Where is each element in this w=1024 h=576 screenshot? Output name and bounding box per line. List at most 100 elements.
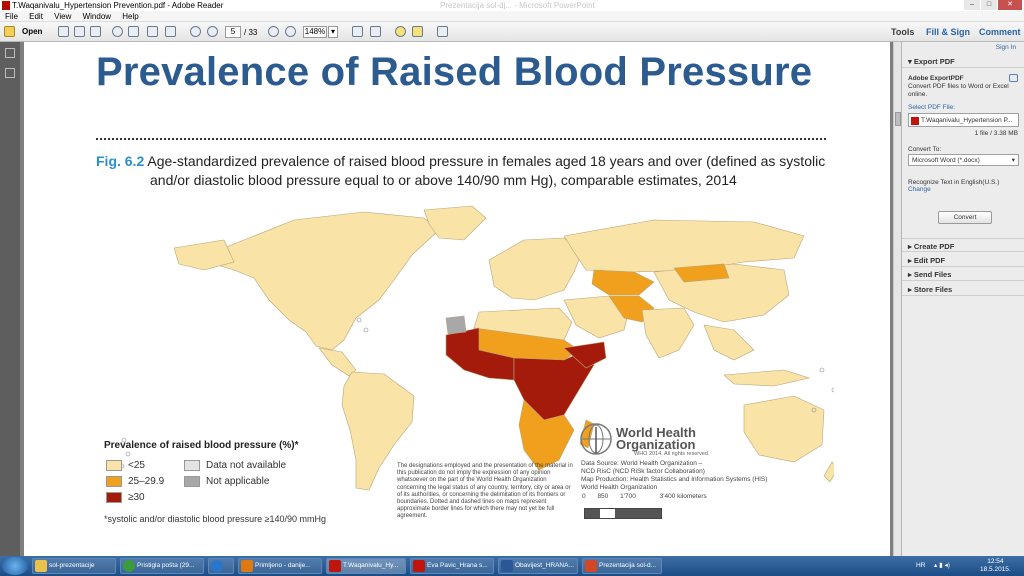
- comment-tab[interactable]: Comment: [979, 27, 1021, 37]
- taskbar-item-powerpoint[interactable]: Prezentacija sol-d...: [582, 558, 662, 574]
- map-horn-of-africa: [563, 341, 607, 369]
- adobe-exportpdf-label: Adobe ExportPDF: [908, 75, 964, 82]
- previous-page-icon[interactable]: [190, 26, 201, 37]
- send-files-label: Send Files: [913, 270, 952, 279]
- pdf-icon: [413, 560, 425, 572]
- menu-file[interactable]: File: [5, 12, 18, 21]
- clock-time: 12:54: [987, 558, 1004, 565]
- zoom-in-icon[interactable]: [285, 26, 296, 37]
- chevron-down-icon: ▾: [908, 57, 912, 66]
- legend-swatch-not-available: [184, 460, 200, 471]
- caption-line-1: Age-standardized prevalence of raised bl…: [147, 153, 826, 169]
- cloud-icon[interactable]: [112, 26, 123, 37]
- start-button[interactable]: [2, 557, 28, 575]
- clock[interactable]: 12:54 18.5.2015.: [980, 558, 1011, 574]
- language-indicator[interactable]: HR: [916, 562, 926, 569]
- map-southern-africa: [518, 399, 575, 471]
- taskbar-item-sol-prezentacije[interactable]: sol-prezentacije: [32, 558, 116, 574]
- change-link[interactable]: Change: [908, 186, 931, 193]
- taskbar-item-eva-pavic-pdf[interactable]: Eva Pavic_Hrana s...: [410, 558, 494, 574]
- attachments-icon[interactable]: [5, 68, 15, 78]
- footnote: *systolic and/or diastolic blood pressur…: [104, 514, 327, 524]
- fit-page-icon[interactable]: [370, 26, 381, 37]
- scale-label-0: 0: [582, 493, 586, 500]
- data-source-line-2: NCD RisC (NCD RiSk factor Collaboration): [581, 468, 705, 475]
- tray-icons[interactable]: ▴ ▮ ◂): [934, 562, 950, 569]
- data-source-line-1: Data Source: World Health Organization –: [581, 460, 703, 467]
- convert-button[interactable]: Convert: [938, 211, 992, 224]
- save-icon[interactable]: [128, 26, 139, 37]
- create-pdf-section[interactable]: ▸ Create PDF: [902, 238, 1024, 252]
- zoom-input[interactable]: 148%: [303, 26, 327, 38]
- fill-sign-tab[interactable]: Fill & Sign: [926, 27, 970, 37]
- who-copyright: WHO 2014. All rights reserved.: [634, 451, 710, 457]
- menu-edit[interactable]: Edit: [29, 12, 43, 21]
- vertical-scrollbar[interactable]: [893, 42, 901, 556]
- minimize-button[interactable]: –: [964, 0, 980, 10]
- sticky-note-icon[interactable]: [395, 26, 406, 37]
- selected-file-field[interactable]: T.Waqanivalu_Hypertension P...: [908, 113, 1019, 127]
- next-page-icon[interactable]: [207, 26, 218, 37]
- scale-label-850: 850: [597, 493, 609, 500]
- map-north-asia: [563, 219, 805, 273]
- zoom-dropdown-icon[interactable]: ▾: [328, 26, 338, 38]
- map-production-line-2: World Health Organization: [581, 484, 658, 491]
- expand-icon[interactable]: [437, 26, 448, 37]
- print-setup-icon[interactable]: [74, 26, 85, 37]
- open-button[interactable]: Open: [22, 27, 43, 36]
- create-pdf-label: Create PDF: [913, 242, 955, 251]
- open-folder-icon[interactable]: [4, 26, 15, 37]
- legend-title: Prevalence of raised blood pressure (%)*: [104, 440, 299, 451]
- convert-to-value: Microsoft Word (*.docx): [912, 157, 980, 164]
- export-description: Convert PDF files to Word or Excel onlin…: [908, 83, 1009, 98]
- map-alaska: [173, 239, 235, 271]
- print-icon[interactable]: [147, 26, 158, 37]
- taskbar-label: Prezentacija sol-d...: [599, 562, 657, 569]
- store-files-label: Store Files: [913, 285, 953, 294]
- store-files-section[interactable]: ▸ Store Files: [902, 282, 1024, 296]
- email-icon[interactable]: [165, 26, 176, 37]
- map-south-asia: [641, 307, 695, 359]
- map-north-america: [213, 211, 440, 351]
- close-button[interactable]: ✕: [998, 0, 1022, 10]
- zoom-out-icon[interactable]: [268, 26, 279, 37]
- taskbar-item-internet-explorer[interactable]: [208, 558, 234, 574]
- map-australia: [743, 395, 825, 463]
- create-pdf-icon[interactable]: [58, 26, 69, 37]
- export-pdf-label: Export PDF: [913, 57, 955, 66]
- menu-window[interactable]: Window: [82, 12, 112, 21]
- tools-panel: Sign In ▾ Export PDF Adobe ExportPDF Con…: [901, 42, 1024, 556]
- menu-view[interactable]: View: [54, 12, 72, 21]
- world-map: [119, 205, 834, 491]
- convert-to-select[interactable]: Microsoft Word (*.docx) ▾: [908, 154, 1019, 166]
- highlight-icon[interactable]: [412, 26, 423, 37]
- data-source: Data Source: World Health Organization –…: [581, 460, 811, 492]
- taskbar-item-chrome[interactable]: Pristigla pošta (29...: [120, 558, 204, 574]
- scrollbar-thumb[interactable]: [895, 112, 901, 126]
- taskbar-label: Eva Pavic_Hrana s...: [427, 562, 488, 569]
- maximize-button[interactable]: □: [981, 0, 997, 10]
- taskbar-item-word[interactable]: Obavijest_HRANA...: [498, 558, 578, 574]
- fit-width-icon[interactable]: [352, 26, 363, 37]
- edit-pdf-label: Edit PDF: [913, 256, 946, 265]
- export-pdf-header[interactable]: ▾ Export PDF: [902, 54, 1024, 68]
- edit-pdf-section[interactable]: ▸ Edit PDF: [902, 253, 1024, 267]
- taskbar-item-adobe-reader[interactable]: T.Waqanivalu_Hy...: [326, 558, 406, 574]
- who-name-line-2: Organization: [616, 437, 696, 452]
- figure-caption: Fig. 6.2 Age-standardized prevalence of …: [96, 152, 856, 190]
- taskbar-label: Primljeno - danije...: [255, 562, 311, 569]
- legend-swatch-30-plus: [106, 492, 122, 503]
- menu-help[interactable]: Help: [122, 12, 139, 21]
- send-files-section[interactable]: ▸ Send Files: [902, 267, 1024, 281]
- page-number-input[interactable]: 5: [225, 26, 241, 38]
- chevron-right-icon: ▸: [908, 256, 912, 265]
- edit-icon[interactable]: [90, 26, 101, 37]
- who-name-line-1: World Health: [616, 425, 696, 440]
- map-production-line-1: Map Production: Health Statistics and In…: [581, 476, 768, 483]
- exportpdf-info-icon[interactable]: [1009, 74, 1018, 82]
- taskbar-item-outlook[interactable]: Primljeno - danije...: [238, 558, 322, 574]
- pages-panel-icon[interactable]: [5, 48, 15, 58]
- sign-in-link[interactable]: Sign In: [995, 44, 1016, 51]
- tools-tab[interactable]: Tools: [891, 27, 915, 37]
- caption-line-2: and/or diastolic blood pressure equal to…: [150, 172, 737, 188]
